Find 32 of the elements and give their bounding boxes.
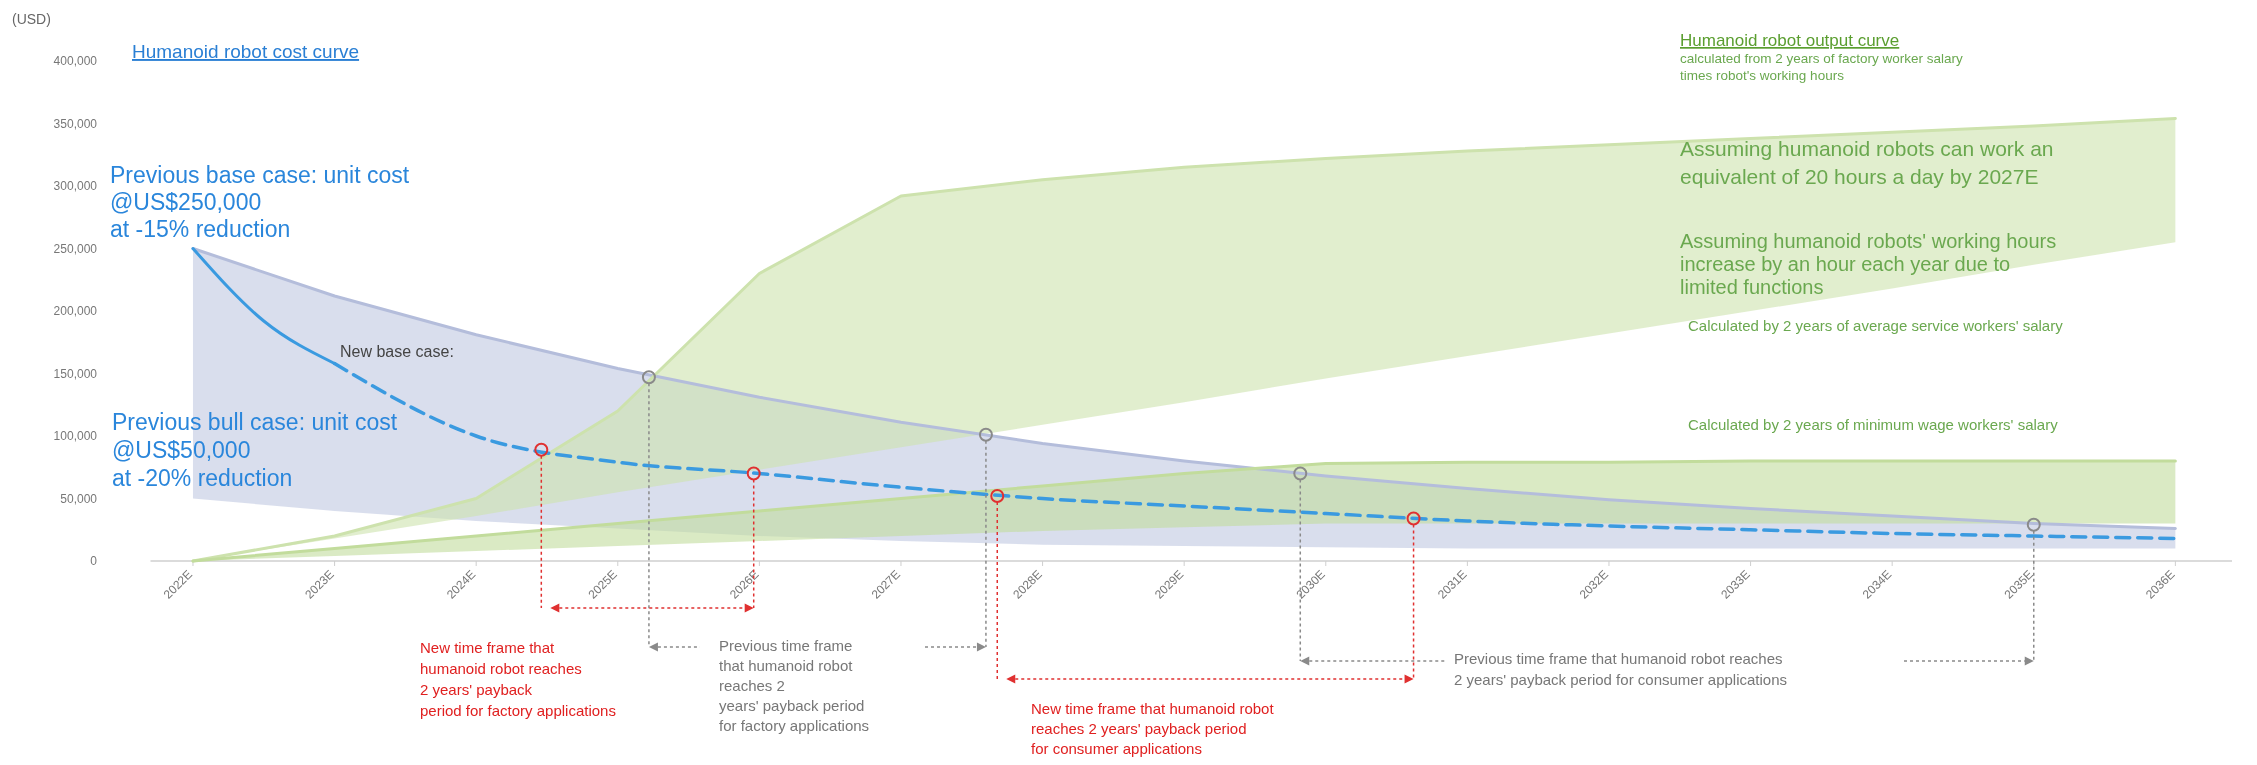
y-tick-label: 100,000 (53, 429, 98, 443)
y-tick-label: 250,000 (53, 241, 98, 256)
point (1406, 511, 1421, 526)
y-tick-label: 350,000 (53, 116, 98, 131)
point (746, 466, 761, 481)
y-tick-label: 200,000 (53, 304, 98, 318)
annotation: Previous base case: unit cost @US$250,000 at -15% reduction (110, 162, 410, 242)
annotation: Assuming humanoid robots' working hours increase by an hour each year due to limited functions (1680, 230, 2057, 298)
point (978, 427, 993, 442)
annotation: New base case: (340, 343, 454, 360)
point (641, 370, 656, 385)
text: New time frame that humanoid robot reaches 2 years' payback period for consumer applications (1031, 700, 1275, 757)
point (2026, 517, 2041, 532)
annotation: Assuming humanoid robots can work an equivalent of 20 hours a day by 2027E (1680, 137, 2054, 188)
y-tick-label: 150,000 (53, 366, 98, 381)
annotation: Calculated by 2 years of minimum wage workers' salary (1688, 416, 2059, 433)
annotation: calculated from 2 years of factory worker salary times robot's working hours (1680, 51, 1964, 83)
annotation: Calculated by 2 years of average service workers' salary (1688, 317, 2064, 334)
annotation: Humanoid robot cost curve (132, 41, 360, 62)
point (534, 442, 549, 457)
annotation: Previous bull case: unit cost @US$50,000 at -20% reduction (112, 409, 398, 491)
y-tick-label: 300,000 (53, 179, 98, 193)
y-tick-label: 400,000 (53, 54, 98, 68)
text: Previous time frame that humanoid robot reaches 2 years' payback period for consumer applications (1454, 650, 1788, 688)
y-tick-label: 50,000 (60, 491, 98, 506)
point (1293, 466, 1308, 481)
y-axis-title: (USD) (12, 11, 51, 27)
point (990, 489, 1005, 503)
text: Previous time frame that humanoid robot reaches 2 years' payback period for factory applications (719, 637, 870, 734)
text: Humanoid robot output curve (1680, 31, 1900, 50)
y-tick-label: 0 (90, 554, 98, 568)
text: New time frame that humanoid robot reaches 2 years' payback period for factory applications (420, 639, 616, 719)
